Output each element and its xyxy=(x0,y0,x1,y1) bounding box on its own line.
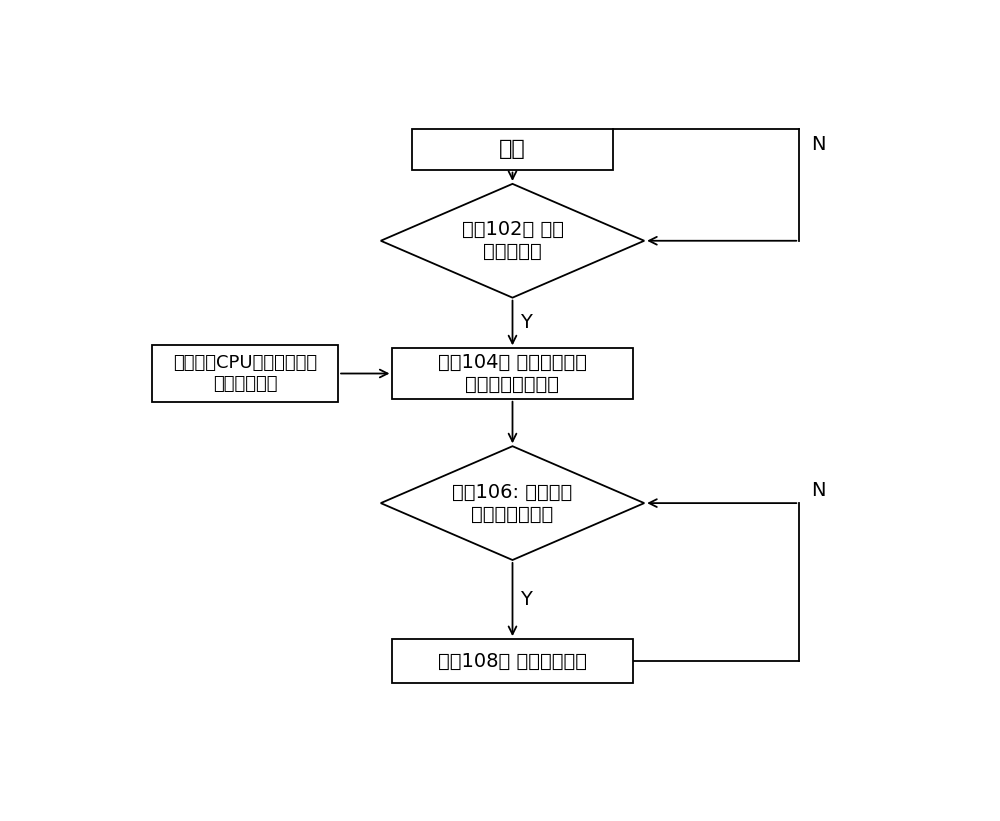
Text: Y: Y xyxy=(521,314,532,333)
Text: 各进程的CPU利用率、业务
流量或用户数: 各进程的CPU利用率、业务 流量或用户数 xyxy=(173,354,317,393)
Text: N: N xyxy=(811,135,826,154)
Text: 开始: 开始 xyxy=(499,139,526,159)
Text: 步骤108： 调整进程分配: 步骤108： 调整进程分配 xyxy=(438,652,587,671)
Bar xyxy=(412,129,613,170)
Text: Y: Y xyxy=(521,590,532,609)
Text: N: N xyxy=(811,481,826,500)
Text: 步骤106: 是否需要
调整进程分配？: 步骤106: 是否需要 调整进程分配？ xyxy=(452,483,573,524)
Text: 步骤102： 均衡
周期到达？: 步骤102： 均衡 周期到达？ xyxy=(462,220,564,261)
Text: 步骤104： 通过进程均衡
算法进行进程分配: 步骤104： 通过进程均衡 算法进行进程分配 xyxy=(438,353,587,394)
Polygon shape xyxy=(381,184,644,298)
Polygon shape xyxy=(381,447,644,560)
Bar xyxy=(392,639,633,683)
Bar xyxy=(392,348,633,399)
Bar xyxy=(152,345,338,402)
